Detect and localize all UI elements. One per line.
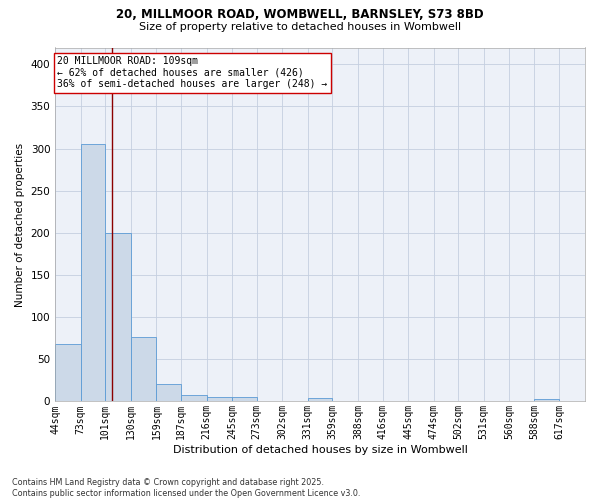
Bar <box>181 394 206 402</box>
Bar <box>157 384 181 402</box>
Bar <box>55 344 80 402</box>
Text: Contains HM Land Registry data © Crown copyright and database right 2025.
Contai: Contains HM Land Registry data © Crown c… <box>12 478 361 498</box>
Bar <box>308 398 332 402</box>
X-axis label: Distribution of detached houses by size in Wombwell: Distribution of detached houses by size … <box>173 445 467 455</box>
Bar <box>206 397 232 402</box>
Bar <box>534 399 559 402</box>
Text: 20 MILLMOOR ROAD: 109sqm
← 62% of detached houses are smaller (426)
36% of semi-: 20 MILLMOOR ROAD: 109sqm ← 62% of detach… <box>57 56 327 89</box>
Bar <box>232 397 257 402</box>
Text: Size of property relative to detached houses in Wombwell: Size of property relative to detached ho… <box>139 22 461 32</box>
Text: 20, MILLMOOR ROAD, WOMBWELL, BARNSLEY, S73 8BD: 20, MILLMOOR ROAD, WOMBWELL, BARNSLEY, S… <box>116 8 484 20</box>
Bar <box>106 233 131 402</box>
Bar <box>131 336 157 402</box>
Bar <box>80 144 106 402</box>
Y-axis label: Number of detached properties: Number of detached properties <box>15 142 25 306</box>
